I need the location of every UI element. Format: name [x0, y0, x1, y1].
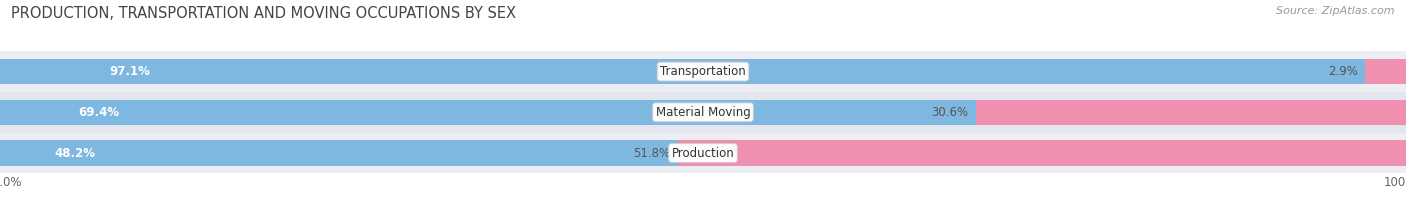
Text: Source: ZipAtlas.com: Source: ZipAtlas.com [1277, 6, 1395, 16]
Bar [0, 92, 1406, 133]
Bar [678, 140, 1406, 166]
Text: 2.9%: 2.9% [1329, 65, 1358, 78]
Bar [0, 100, 976, 125]
Text: 51.8%: 51.8% [634, 147, 671, 160]
Text: Material Moving: Material Moving [655, 106, 751, 119]
Bar [0, 133, 1406, 173]
Bar [0, 140, 678, 166]
Bar [1365, 59, 1406, 84]
Text: Production: Production [672, 147, 734, 160]
Bar [0, 59, 1365, 84]
Text: Transportation: Transportation [661, 65, 745, 78]
Text: 97.1%: 97.1% [110, 65, 150, 78]
Text: 48.2%: 48.2% [55, 147, 96, 160]
Bar [976, 100, 1406, 125]
Bar [0, 51, 1406, 92]
Text: 69.4%: 69.4% [79, 106, 120, 119]
Text: PRODUCTION, TRANSPORTATION AND MOVING OCCUPATIONS BY SEX: PRODUCTION, TRANSPORTATION AND MOVING OC… [11, 6, 516, 21]
Text: 30.6%: 30.6% [932, 106, 969, 119]
